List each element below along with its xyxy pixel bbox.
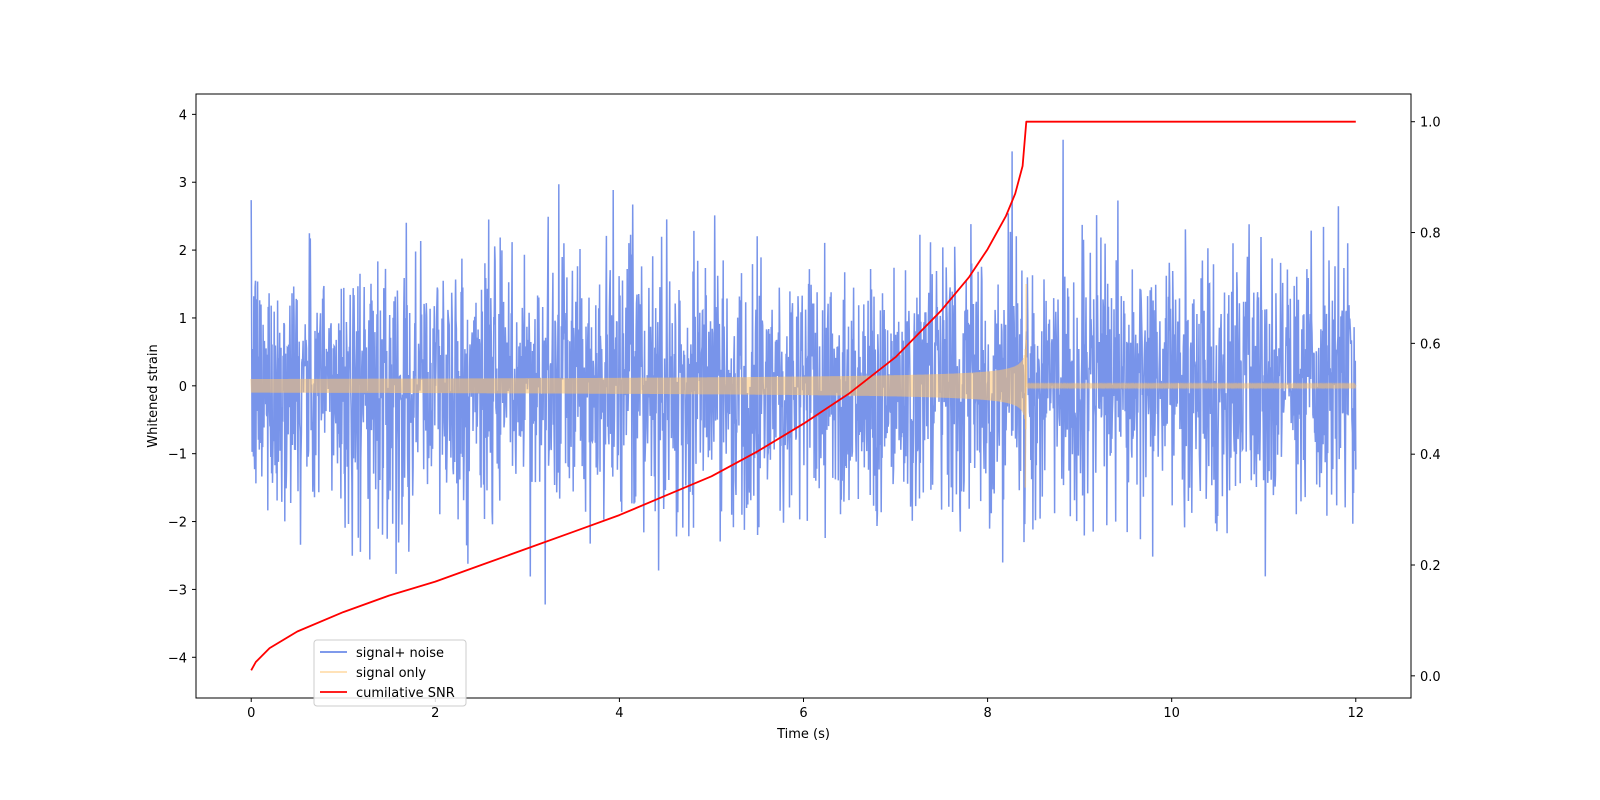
x-tick-label: 4 — [615, 706, 623, 721]
series-signal-noise — [250, 139, 1357, 605]
y-tick-label: 3 — [179, 176, 187, 191]
signal-only-line — [250, 339, 1357, 430]
y2-tick-label: 0.4 — [1420, 448, 1441, 463]
x-tick-label: 8 — [983, 706, 991, 721]
signal-noise-line — [250, 139, 1357, 605]
legend-label: signal+ noise — [356, 646, 444, 661]
series-signal-only — [250, 284, 1357, 488]
x-tick-label: 10 — [1163, 706, 1180, 721]
legend-box — [313, 639, 467, 707]
y-tick-label: 0 — [179, 380, 187, 395]
x-tick-label: 0 — [247, 706, 255, 721]
x-tick-label: 2 — [431, 706, 439, 721]
legend-label: cumilative SNR — [356, 686, 455, 701]
y-tick-label: −4 — [168, 651, 187, 666]
y-tick-label: 2 — [179, 244, 187, 259]
x-axis-label: Time (s) — [776, 727, 830, 742]
y2-tick-label: 0.6 — [1420, 337, 1441, 352]
signal-merger-spike — [1024, 284, 1027, 488]
x-tick-label: 12 — [1347, 706, 1364, 721]
legend-label: signal only — [356, 666, 426, 681]
x-tick-label: 6 — [799, 706, 807, 721]
y2-tick-label: 0.8 — [1420, 227, 1441, 242]
y-tick-label: −1 — [168, 448, 187, 463]
y-axis-left: 4 3 2 1 0 −1 −2 −3 −4 — [168, 108, 196, 666]
y2-tick-label: 1.0 — [1420, 116, 1441, 131]
cumulative-snr-line — [250, 120, 1356, 671]
legend: signal+ noise signal only cumilative SNR — [313, 639, 467, 707]
y-tick-label: 4 — [179, 108, 187, 123]
y-axis-right: 1.0 0.8 0.6 0.4 0.2 0.0 — [1411, 116, 1441, 685]
y-axis-label: Whitened strain — [146, 344, 161, 447]
y2-tick-label: 0.0 — [1420, 670, 1441, 685]
y-tick-label: −2 — [168, 516, 187, 531]
y-tick-label: 1 — [179, 312, 187, 327]
y-tick-label: −3 — [168, 583, 187, 598]
series-cumulative-snr — [250, 120, 1356, 671]
y2-tick-label: 0.2 — [1420, 559, 1441, 574]
x-axis: 0 2 4 6 8 10 12 — [247, 698, 1364, 721]
